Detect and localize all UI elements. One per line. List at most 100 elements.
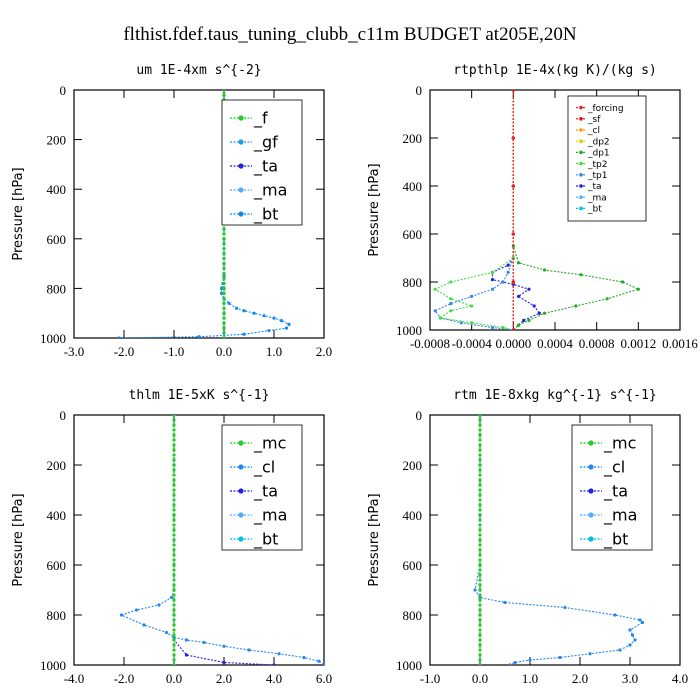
data-point	[478, 653, 482, 657]
legend-marker	[579, 139, 583, 143]
data-point	[478, 608, 482, 612]
data-point	[478, 633, 482, 637]
data-point	[478, 533, 482, 537]
legend-label: _bt	[587, 205, 602, 215]
y-tick-label: 0	[60, 83, 67, 98]
data-point	[433, 287, 437, 291]
legend-marker	[238, 163, 244, 169]
panel-3: thlm 1E-5xK s^{-1} Pressure [hPa] 0 200 400 6…	[11, 388, 332, 686]
legend-marker	[579, 195, 583, 199]
data-point	[172, 533, 176, 537]
data-point	[511, 184, 515, 188]
data-point	[528, 658, 532, 662]
panel-title: rtm 1E-8xkg kg^{-1} s^{-1}	[453, 388, 657, 403]
series-tp1	[433, 90, 515, 330]
data-point	[449, 302, 453, 306]
data-point	[490, 326, 495, 330]
legend-marker	[238, 187, 244, 193]
data-point	[222, 257, 226, 261]
panel-title: um 1E-4xm s^{-2}	[136, 63, 261, 78]
data-point	[511, 90, 515, 92]
data-point	[478, 503, 482, 507]
data-point	[579, 273, 583, 277]
data-point	[172, 453, 176, 457]
data-point	[478, 428, 482, 432]
data-point	[588, 652, 592, 656]
data-point	[478, 468, 482, 472]
data-point	[172, 438, 176, 442]
data-point	[501, 326, 505, 330]
data-point	[470, 294, 474, 298]
data-point	[172, 543, 176, 547]
data-point	[222, 296, 226, 300]
data-point	[574, 304, 578, 308]
legend-label: _f	[253, 109, 268, 129]
data-point	[516, 323, 521, 327]
legend-label: _dp1	[587, 149, 610, 159]
data-point	[516, 261, 521, 265]
data-point	[478, 563, 482, 567]
data-point	[222, 247, 226, 251]
data-point	[490, 278, 495, 282]
data-point	[478, 648, 482, 652]
data-point	[172, 473, 176, 477]
legend-marker	[579, 128, 583, 132]
data-point	[478, 433, 482, 437]
y-tick-label: 0	[416, 83, 423, 98]
data-point	[478, 493, 482, 497]
data-point	[636, 287, 640, 291]
data-point	[478, 613, 482, 617]
data-point	[227, 301, 231, 305]
series-line	[491, 90, 541, 330]
x-tick-label: 2.0	[216, 671, 232, 686]
data-point	[470, 321, 474, 325]
data-point	[478, 438, 482, 442]
data-point	[478, 458, 482, 462]
data-point	[242, 309, 246, 313]
data-point	[172, 608, 176, 612]
legend-label: _ta	[253, 482, 278, 502]
series-tp2	[433, 90, 515, 330]
data-point	[172, 433, 176, 437]
data-point	[478, 558, 482, 562]
data-point	[134, 608, 139, 612]
data-point	[478, 618, 482, 622]
y-tick-label: 800	[403, 275, 423, 290]
data-point	[478, 543, 482, 547]
data-point	[527, 318, 531, 322]
y-tick-label: 800	[47, 281, 67, 296]
data-point	[172, 508, 176, 512]
legend-label: _bt	[603, 530, 628, 550]
data-point	[222, 286, 226, 290]
data-point	[222, 266, 226, 271]
data-point	[172, 613, 176, 617]
data-point	[284, 326, 289, 330]
data-point	[172, 478, 176, 482]
data-point	[478, 518, 482, 522]
data-point	[234, 306, 239, 310]
data-point	[172, 428, 176, 432]
data-point	[172, 468, 176, 472]
data-point	[522, 318, 526, 322]
data-point	[438, 316, 443, 320]
data-point	[537, 311, 541, 315]
data-point	[172, 503, 176, 507]
data-point	[433, 309, 437, 313]
data-point	[478, 528, 482, 532]
data-point	[172, 443, 176, 447]
data-point	[618, 648, 622, 652]
data-point	[628, 628, 632, 632]
data-point	[172, 623, 176, 627]
data-point	[172, 458, 176, 462]
legend-marker	[579, 184, 583, 188]
data-point	[172, 418, 176, 422]
data-point	[478, 658, 482, 662]
x-tick-label: 0.0000	[495, 336, 531, 351]
data-point	[478, 583, 482, 587]
y-tick-label: 800	[403, 608, 423, 623]
x-tick-label: 4.0	[266, 671, 282, 686]
x-tick-label: 0.0	[166, 671, 182, 686]
legend-marker	[238, 536, 244, 542]
x-tick-label: -0.0004	[452, 336, 493, 351]
legend-box	[221, 424, 303, 551]
